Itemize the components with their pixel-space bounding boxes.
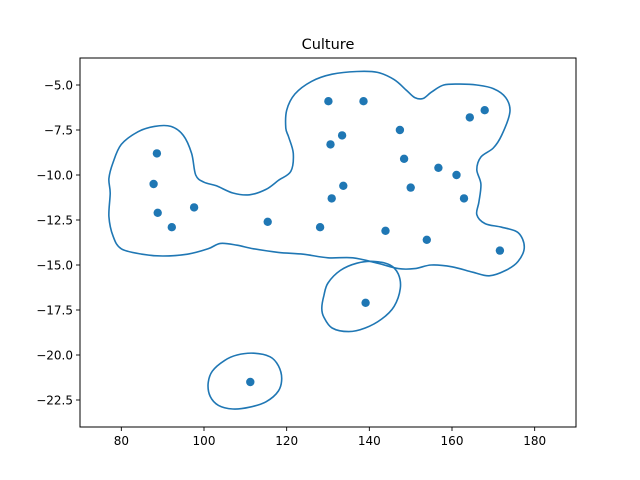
y-tick-label: −5.0	[44, 79, 73, 93]
data-point	[465, 113, 474, 122]
data-point	[326, 140, 335, 149]
data-point	[381, 226, 390, 235]
data-point	[459, 194, 469, 203]
data-point	[152, 149, 162, 158]
data-point	[324, 97, 333, 106]
data-point	[246, 377, 255, 387]
data-point	[337, 131, 347, 140]
density-contour-1	[108, 70, 526, 277]
y-tick-label: −12.5	[36, 214, 73, 228]
x-tick-label: 80	[114, 434, 129, 448]
data-point	[315, 223, 325, 232]
data-point	[480, 106, 489, 115]
data-point	[189, 203, 199, 212]
data-point	[399, 154, 409, 163]
y-axis-ticks: −5.0 −7.5 −10.0 −12.5 −15.0 −17.5 −20.0 −22.5	[36, 79, 80, 408]
contour-layer	[108, 70, 526, 410]
data-point	[495, 246, 505, 255]
point-layer	[149, 97, 505, 387]
y-tick-label: −17.5	[36, 304, 73, 318]
data-point	[149, 179, 158, 189]
x-tick-label: 120	[275, 434, 298, 448]
data-point	[339, 181, 348, 190]
x-tick-label: 140	[358, 434, 381, 448]
data-point	[167, 223, 176, 232]
data-point	[422, 235, 431, 244]
x-axis-ticks: 80 100 120 140 160 180	[114, 427, 546, 448]
data-point	[361, 298, 370, 307]
y-tick-label: −15.0	[36, 259, 73, 273]
axes-frame	[79, 57, 577, 428]
y-tick-label: −7.5	[44, 124, 73, 138]
chart-title: Culture	[302, 37, 355, 53]
y-tick-label: −10.0	[36, 169, 73, 183]
x-tick-label: 180	[523, 434, 546, 448]
data-point	[153, 208, 162, 217]
data-point	[434, 163, 443, 172]
data-point	[395, 125, 405, 135]
x-tick-label: 100	[193, 434, 216, 448]
data-point	[263, 217, 272, 226]
data-point	[359, 97, 368, 106]
density-contour-3	[207, 352, 283, 410]
data-point	[406, 183, 415, 192]
data-point	[327, 194, 336, 203]
y-tick-label: −22.5	[36, 394, 73, 408]
density-contour-2	[320, 260, 402, 333]
data-point	[452, 170, 461, 180]
x-tick-label: 160	[441, 434, 464, 448]
y-tick-label: −20.0	[36, 349, 73, 363]
